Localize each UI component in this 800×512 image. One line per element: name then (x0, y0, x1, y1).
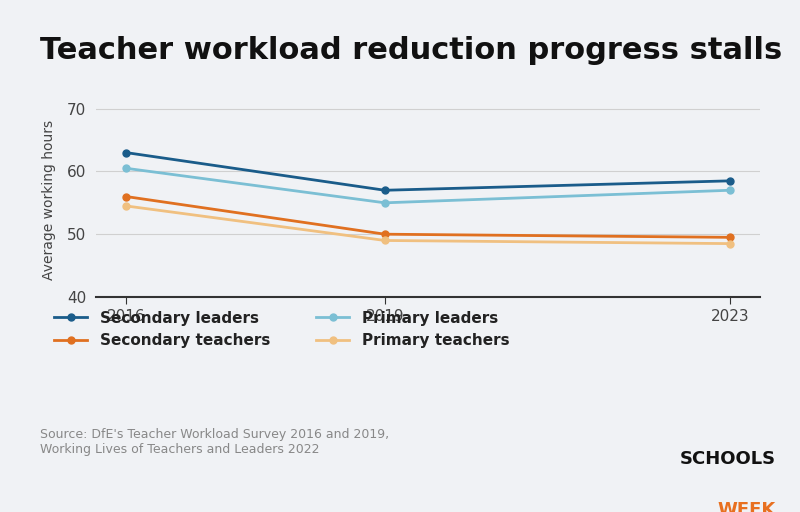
Text: SCHOOLS: SCHOOLS (680, 450, 776, 468)
Text: Teacher workload reduction progress stalls: Teacher workload reduction progress stal… (40, 36, 782, 65)
Text: Source: DfE's Teacher Workload Survey 2016 and 2019,
Working Lives of Teachers a: Source: DfE's Teacher Workload Survey 20… (40, 428, 389, 456)
Y-axis label: Average working hours: Average working hours (42, 120, 56, 280)
Legend: Secondary leaders, Secondary teachers, Primary leaders, Primary teachers: Secondary leaders, Secondary teachers, P… (48, 305, 515, 354)
Text: WEEK: WEEK (718, 501, 776, 512)
